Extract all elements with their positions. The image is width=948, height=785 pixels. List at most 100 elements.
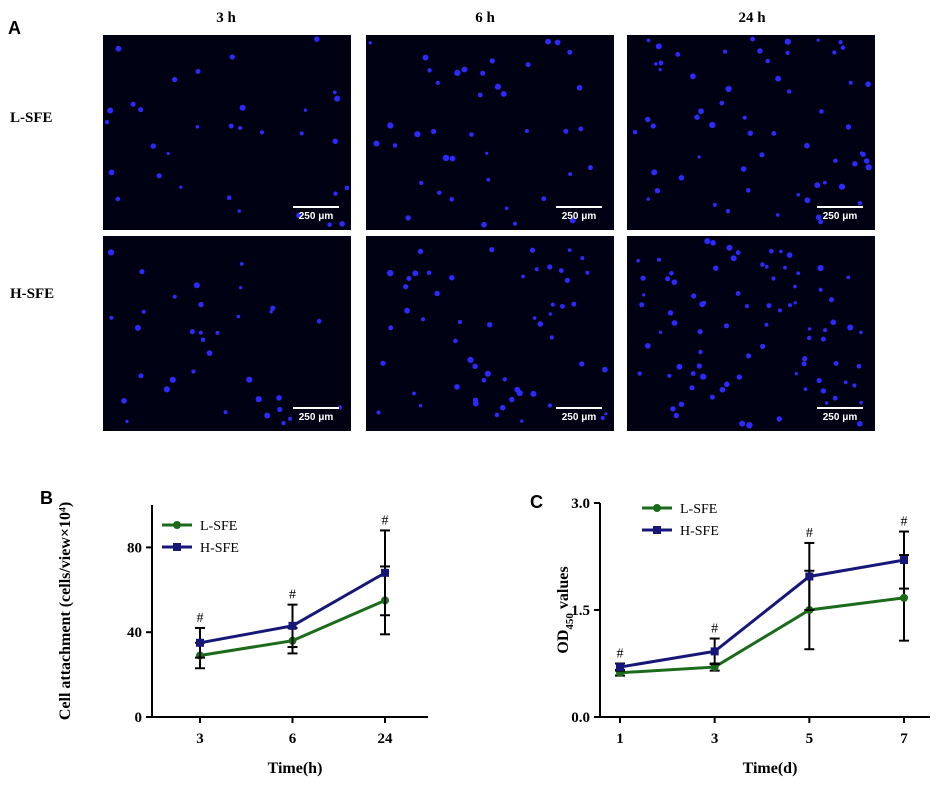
x-tick-label: 3 [711, 731, 719, 747]
nucleus [775, 213, 780, 217]
data-point [381, 568, 389, 577]
nucleus [387, 269, 394, 277]
y-tick-label: 80 [127, 540, 142, 556]
nucleus [709, 394, 715, 400]
scale-bar: 250 μm [293, 407, 339, 423]
nucleus [646, 197, 650, 201]
nucleus [794, 372, 798, 376]
significance-marker: # [197, 611, 204, 626]
nucleus [646, 38, 651, 43]
micrograph-l-sfe-3h: 250 μm [103, 35, 351, 230]
nucleus [486, 177, 491, 182]
nucleus [776, 416, 782, 422]
nucleus [200, 337, 206, 343]
column-header-3h: 3 h [216, 10, 236, 26]
nucleus [814, 182, 821, 189]
nucleus [704, 238, 711, 245]
nucleus [698, 108, 704, 115]
nucleus [833, 361, 839, 366]
nucleus [109, 315, 114, 320]
nucleus [512, 221, 518, 226]
nucleus [796, 271, 801, 276]
nucleus [846, 275, 851, 280]
nucleus [554, 39, 561, 46]
nucleus [675, 52, 681, 57]
nucleus [786, 252, 793, 258]
nucleus [817, 265, 824, 272]
nucleus [276, 395, 282, 401]
nucleus [829, 297, 834, 303]
nucleus [419, 180, 424, 186]
nucleus [138, 107, 144, 113]
nucleus [547, 264, 553, 270]
nucleus [712, 202, 717, 207]
panel-label-c: C [530, 492, 543, 512]
nucleus [567, 49, 573, 55]
nucleus [760, 343, 766, 349]
y-tick-label: 40 [127, 625, 142, 641]
legend-marker [173, 543, 181, 551]
micrograph-l-sfe-24h: 250 μm [627, 35, 875, 230]
nucleus [477, 92, 483, 98]
legend-label: H-SFE [200, 541, 239, 556]
nucleus [783, 265, 787, 270]
scale-bar: 250 μm [817, 407, 863, 423]
nucleus [169, 376, 176, 383]
nucleus [746, 353, 752, 359]
nucleus [726, 244, 733, 251]
nucleus [467, 356, 474, 363]
nucleus [172, 294, 177, 299]
nucleus [414, 131, 421, 138]
nucleus [494, 412, 500, 418]
nucleus [449, 275, 455, 281]
nucleus [255, 396, 262, 403]
nucleus [489, 58, 495, 64]
nucleus [435, 80, 440, 85]
column-header-24h: 24 h [738, 10, 766, 26]
nucleus [299, 131, 304, 136]
nucleus [788, 303, 792, 308]
legend-marker [653, 526, 661, 534]
nucleus [823, 328, 828, 333]
nucleus [239, 262, 244, 266]
nucleus [719, 100, 725, 106]
nucleus [816, 377, 822, 384]
nucleus [239, 104, 246, 111]
nucleus [807, 335, 812, 341]
legend-label: L-SFE [200, 519, 237, 534]
nucleus [259, 130, 265, 135]
nucleus [392, 143, 398, 148]
nucleus [579, 361, 585, 367]
nucleus [785, 50, 790, 55]
nucleus [818, 287, 823, 292]
nucleus [195, 125, 200, 129]
nucleus [332, 90, 337, 95]
legend-marker [173, 521, 181, 529]
nucleus [859, 400, 863, 405]
nucleus [115, 196, 121, 202]
nucleus [193, 282, 200, 289]
nucleus [655, 43, 662, 50]
significance-marker: # [711, 622, 718, 637]
nucleus [121, 398, 127, 404]
panel-label-a: A [8, 18, 21, 38]
nucleus [658, 330, 663, 334]
nucleus [568, 172, 573, 177]
nucleus [604, 412, 608, 416]
nucleus [550, 302, 555, 307]
nucleus [779, 249, 783, 254]
nucleus [239, 286, 243, 290]
nucleus [437, 190, 442, 195]
y-tick-label: 1.5 [571, 603, 590, 619]
nuclei-layer [107, 249, 342, 426]
nucleus [771, 276, 776, 281]
nucleus [697, 329, 703, 335]
nucleus [139, 269, 145, 275]
nucleus [454, 69, 461, 76]
nucleus [314, 36, 320, 42]
nucleus [735, 250, 741, 256]
nucleus [228, 123, 234, 129]
nucleus [775, 75, 781, 82]
nucleus [537, 321, 544, 327]
nucleus [698, 349, 703, 355]
